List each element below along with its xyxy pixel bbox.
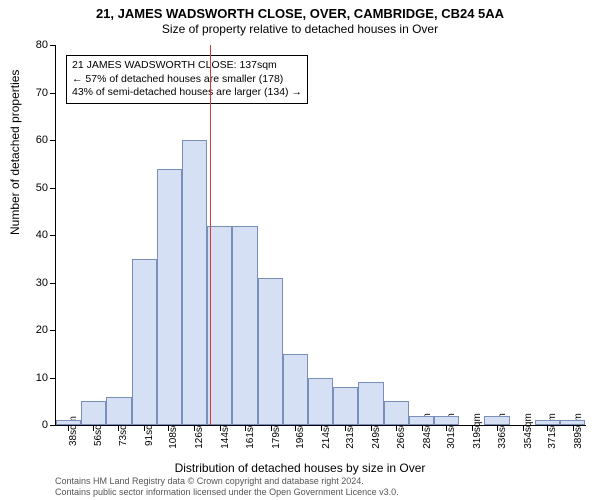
y-tick xyxy=(50,235,56,236)
footer-line2: Contains public sector information licen… xyxy=(55,487,399,498)
histogram-bar xyxy=(157,169,182,426)
x-tick-label: 319sqm xyxy=(472,413,483,449)
histogram-bar xyxy=(358,382,383,425)
x-axis-label: Distribution of detached houses by size … xyxy=(0,461,600,475)
y-tick xyxy=(50,425,56,426)
footer-line1: Contains HM Land Registry data © Crown c… xyxy=(55,476,399,487)
annotation-box: 21 JAMES WADSWORTH CLOSE: 137sqm ← 57% o… xyxy=(66,55,308,104)
histogram-bar xyxy=(333,387,358,425)
y-axis-label: Number of detached properties xyxy=(8,70,22,235)
annotation-line3: 43% of semi-detached houses are larger (… xyxy=(72,86,302,100)
histogram-bar xyxy=(384,401,409,425)
x-tick-label: 389sqm xyxy=(573,413,584,449)
y-tick xyxy=(50,93,56,94)
plot-area: 21 JAMES WADSWORTH CLOSE: 137sqm ← 57% o… xyxy=(55,45,586,426)
y-tick xyxy=(50,140,56,141)
reference-line xyxy=(210,45,211,425)
y-tick-label: 30 xyxy=(36,277,48,289)
histogram-bar xyxy=(409,416,434,426)
histogram-bar xyxy=(535,420,560,425)
histogram-bar xyxy=(232,226,257,426)
histogram-bar xyxy=(56,420,81,425)
y-tick xyxy=(50,188,56,189)
y-tick-label: 20 xyxy=(36,324,48,336)
y-tick-label: 0 xyxy=(42,419,48,431)
chart-container: 21, JAMES WADSWORTH CLOSE, OVER, CAMBRID… xyxy=(0,0,600,500)
annotation-line1: 21 JAMES WADSWORTH CLOSE: 137sqm xyxy=(72,59,302,73)
histogram-bar xyxy=(182,140,207,425)
annotation-line2: ← 57% of detached houses are smaller (17… xyxy=(72,73,302,87)
y-tick xyxy=(50,283,56,284)
y-tick-label: 50 xyxy=(36,182,48,194)
chart-title-main: 21, JAMES WADSWORTH CLOSE, OVER, CAMBRID… xyxy=(0,6,600,21)
histogram-bar xyxy=(132,259,157,425)
histogram-bar xyxy=(560,420,585,425)
y-tick-label: 10 xyxy=(36,372,48,384)
chart-title-sub: Size of property relative to detached ho… xyxy=(0,22,600,36)
histogram-bar xyxy=(106,397,131,426)
y-tick xyxy=(50,378,56,379)
histogram-bar xyxy=(81,401,106,425)
x-tick-label: 371sqm xyxy=(547,413,558,449)
histogram-bar xyxy=(283,354,308,425)
y-tick-label: 40 xyxy=(36,229,48,241)
x-tick-label: 354sqm xyxy=(523,413,534,449)
y-tick-label: 80 xyxy=(36,39,48,51)
y-tick-label: 70 xyxy=(36,87,48,99)
histogram-bar xyxy=(434,416,459,426)
histogram-bar xyxy=(308,378,333,426)
footer-text: Contains HM Land Registry data © Crown c… xyxy=(55,476,399,498)
y-tick-label: 60 xyxy=(36,134,48,146)
y-tick xyxy=(50,45,56,46)
histogram-bar xyxy=(258,278,283,425)
histogram-bar xyxy=(484,416,509,426)
y-tick xyxy=(50,330,56,331)
